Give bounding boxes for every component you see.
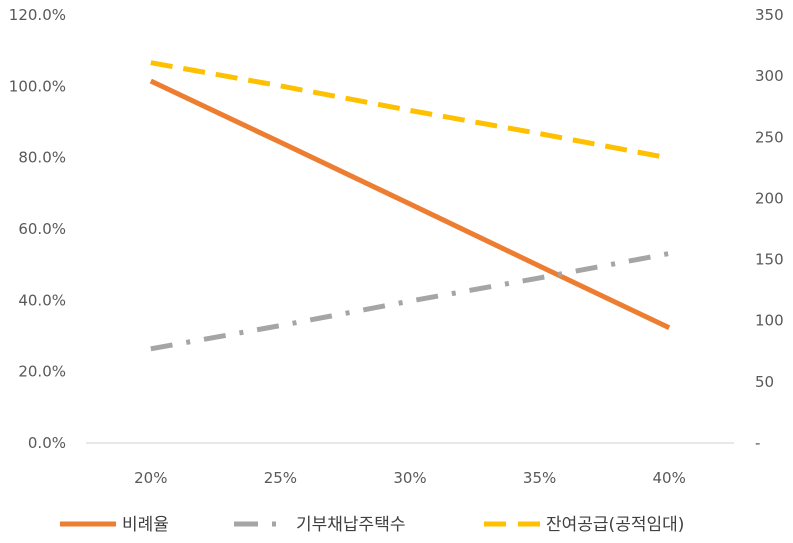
series-line-2 <box>150 251 670 352</box>
left-tick-label: 0.0% <box>28 434 66 452</box>
right-tick-label: 350 <box>755 6 784 24</box>
left-tick-label: 120.0% <box>9 6 66 24</box>
left-axis-ticks: 0.0% 20.0% 40.0% 60.0% 80.0% 100.0% 120.0% <box>9 6 66 452</box>
x-axis-ticks: 20% 25% 30% 35% 40% <box>134 469 686 487</box>
right-axis-ticks: - 50 100 150 200 250 300 350 <box>755 6 784 452</box>
legend-label-3: 잔여공급(공적임대) <box>546 515 684 535</box>
left-tick-label: 100.0% <box>9 77 66 95</box>
left-tick-label: 40.0% <box>18 291 66 309</box>
left-tick-label: 80.0% <box>18 149 66 167</box>
right-tick-label: 300 <box>755 67 784 85</box>
left-tick-label: 20.0% <box>18 363 66 381</box>
x-tick-label: 25% <box>264 469 297 487</box>
series-line-3 <box>150 60 670 161</box>
right-tick-label: 150 <box>755 251 784 269</box>
x-tick-label: 30% <box>393 469 426 487</box>
legend-label-1: 비례율 <box>122 515 169 535</box>
x-tick-label: 20% <box>134 469 167 487</box>
right-tick-label: 250 <box>755 128 784 146</box>
series-line-1 <box>149 78 671 331</box>
legend-label-2: 기부채납주택수 <box>296 515 405 535</box>
x-tick-label: 35% <box>523 469 556 487</box>
series-layer <box>149 60 671 352</box>
legend: 비례율 기부채납주택수 잔여공급(공적임대) <box>60 515 684 535</box>
left-tick-label: 60.0% <box>18 220 66 238</box>
right-tick-label: 100 <box>755 312 784 330</box>
x-tick-label: 40% <box>653 469 686 487</box>
right-tick-label: - <box>755 434 760 452</box>
right-tick-label: 50 <box>755 373 774 391</box>
right-tick-label: 200 <box>755 189 784 207</box>
